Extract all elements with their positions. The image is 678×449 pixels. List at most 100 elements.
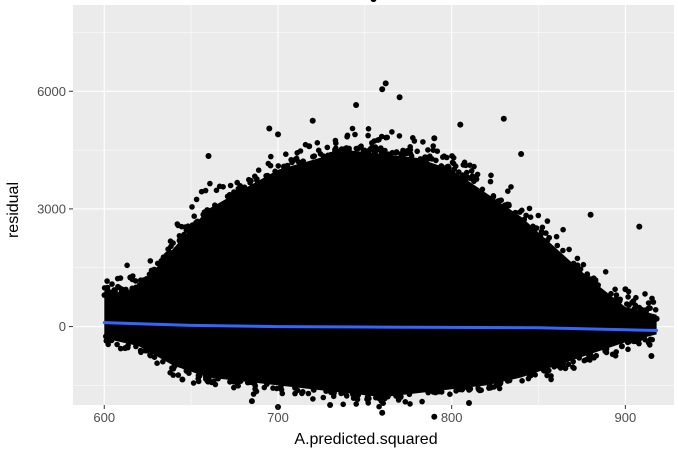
data-point	[252, 173, 258, 180]
data-point	[457, 386, 463, 393]
data-point	[147, 352, 153, 358]
outlier-point	[327, 402, 334, 408]
data-point	[571, 365, 577, 371]
data-cloud	[104, 150, 657, 398]
data-point	[438, 163, 445, 169]
data-point	[460, 172, 466, 178]
data-point	[354, 396, 361, 403]
data-point	[385, 151, 392, 157]
data-point	[602, 269, 609, 275]
data-point	[170, 240, 176, 246]
data-point	[344, 132, 351, 139]
data-point	[343, 145, 350, 151]
data-point	[114, 341, 120, 348]
outlier-point	[466, 400, 472, 406]
data-point	[237, 183, 243, 189]
data-point	[580, 261, 587, 268]
data-point	[142, 347, 149, 354]
data-point	[154, 360, 160, 367]
data-point	[384, 134, 391, 141]
data-point	[631, 337, 637, 344]
data-point	[512, 209, 519, 216]
data-point	[425, 147, 431, 153]
data-point	[612, 286, 618, 293]
outlier-point	[266, 125, 273, 132]
data-point	[111, 287, 117, 293]
data-point	[123, 286, 129, 293]
data-point	[612, 353, 619, 359]
data-point	[447, 391, 453, 398]
data-point	[154, 260, 161, 267]
data-point	[562, 365, 569, 372]
data-point	[466, 386, 473, 393]
data-point	[389, 129, 395, 135]
data-point	[190, 380, 197, 386]
data-point	[498, 197, 505, 203]
data-point	[543, 230, 549, 236]
x-axis-title: A.predicted.squared	[294, 431, 437, 448]
data-point	[353, 401, 360, 407]
outlier-point	[205, 153, 212, 159]
data-point	[419, 398, 425, 405]
data-point	[393, 149, 400, 155]
data-point	[517, 209, 523, 215]
data-point	[175, 372, 182, 378]
data-point	[165, 251, 171, 257]
data-point	[268, 153, 274, 160]
data-point	[369, 140, 375, 146]
data-point	[366, 147, 372, 154]
outlier-point	[353, 102, 360, 108]
data-point	[320, 394, 327, 401]
data-point	[456, 169, 462, 175]
data-point	[396, 133, 403, 139]
data-point	[227, 182, 234, 189]
data-point	[241, 184, 248, 191]
data-point	[212, 202, 218, 208]
data-point	[505, 188, 511, 194]
data-point	[373, 394, 379, 401]
data-point	[193, 219, 199, 226]
data-point	[378, 149, 385, 156]
data-point	[417, 156, 424, 162]
data-point	[338, 390, 345, 396]
data-point	[574, 255, 581, 262]
data-point	[323, 388, 329, 395]
data-point	[378, 145, 384, 151]
data-point	[355, 145, 361, 152]
data-point	[208, 379, 215, 386]
data-point	[420, 139, 426, 145]
data-point	[539, 224, 546, 231]
data-point	[490, 193, 497, 199]
data-point	[464, 169, 470, 176]
data-point	[642, 336, 648, 343]
outlier-point	[379, 86, 386, 93]
data-point	[435, 388, 442, 395]
data-point	[379, 394, 386, 401]
data-point	[252, 383, 259, 389]
y-axis-title: residual	[5, 182, 22, 238]
data-point	[408, 153, 415, 159]
outlier-point	[587, 211, 594, 218]
data-point	[332, 137, 339, 144]
data-point	[376, 136, 382, 143]
data-point	[588, 276, 594, 282]
data-point	[366, 395, 372, 402]
data-point	[616, 298, 623, 305]
outlier-point	[370, 0, 377, 3]
data-point	[372, 144, 379, 150]
data-point	[133, 343, 139, 350]
outlier-point	[653, 315, 660, 322]
data-point	[414, 148, 421, 155]
data-point	[421, 155, 428, 161]
outlier-point	[457, 121, 464, 128]
data-point	[645, 300, 652, 306]
data-point	[200, 211, 206, 218]
data-point	[574, 262, 581, 269]
outlier-point	[103, 333, 109, 340]
data-point	[340, 401, 347, 408]
data-point	[526, 205, 533, 212]
data-point	[117, 275, 124, 281]
data-point	[349, 125, 356, 132]
outlier-point	[122, 345, 129, 352]
